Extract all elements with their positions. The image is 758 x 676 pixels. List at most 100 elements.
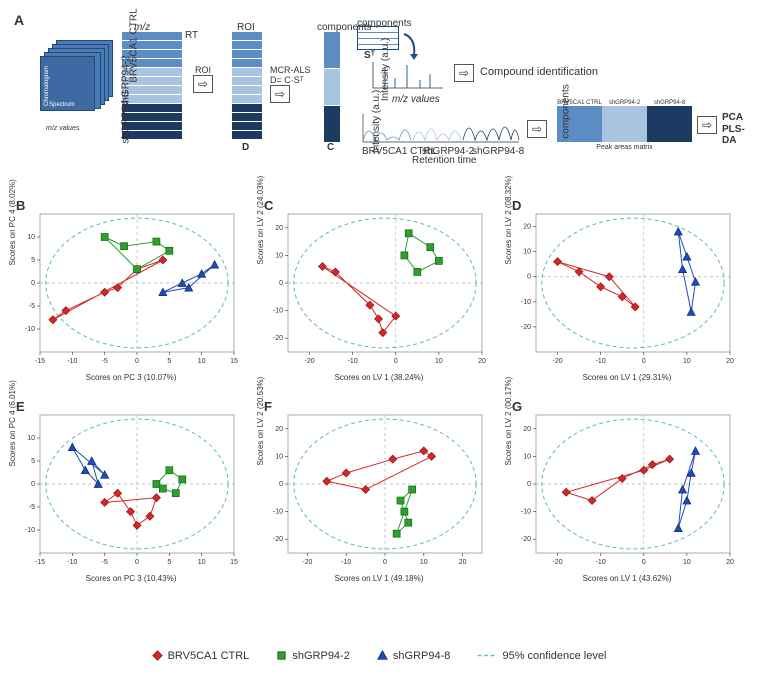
matrix-roi [232, 32, 262, 140]
grp-8: shGRP94-8 [472, 146, 524, 157]
svg-text:10: 10 [27, 435, 35, 442]
legend-sh8: shGRP94-8 [377, 650, 450, 662]
compound-id-label: Compound identification [480, 66, 598, 78]
svg-text:-20: -20 [521, 324, 531, 331]
svg-text:-20: -20 [302, 559, 312, 566]
svg-text:0: 0 [642, 559, 646, 566]
svg-text:-10: -10 [25, 326, 35, 333]
svg-text:10: 10 [198, 358, 206, 365]
svg-text:-10: -10 [25, 527, 35, 534]
plot-C: CScores on LV 2 (24.03%)-20-1001020-20-1… [260, 202, 498, 397]
legend: BRV5CA1 CTRL shGRP94-2 shGRP94-8 95% con… [12, 650, 746, 665]
svg-text:5: 5 [31, 257, 35, 264]
svg-text:0: 0 [135, 358, 139, 365]
svg-text:0: 0 [279, 280, 283, 287]
panel-label-A: A [14, 12, 24, 28]
svg-text:15: 15 [230, 358, 238, 365]
peak-matrix-label: Peak areas matrix [557, 144, 692, 151]
svg-text:15: 15 [230, 559, 238, 566]
curved-arrow-icon [402, 32, 422, 62]
svg-text:-10: -10 [596, 358, 606, 365]
roi-label: ROI [193, 65, 213, 75]
chromatogram-stack: Chromatogram Spectrum m/z values [42, 40, 112, 110]
svg-text:20: 20 [523, 426, 531, 433]
svg-text:-10: -10 [596, 559, 606, 566]
svg-text:-5: -5 [102, 559, 108, 566]
mass-spectrum [365, 60, 445, 92]
svg-text:5: 5 [31, 458, 35, 465]
plot-B: BScores on PC 4 (8.02%)-15-10-5051015-10… [12, 202, 250, 397]
svg-text:10: 10 [27, 234, 35, 241]
legend-sh2: shGRP94-2 [276, 650, 349, 662]
pca-label: PCA [722, 112, 743, 123]
matrix-D-label: D [242, 142, 249, 153]
svg-text:10: 10 [523, 249, 531, 256]
intensity-label2: Intensity (a.u.) [371, 90, 382, 153]
svg-text:-20: -20 [552, 358, 562, 365]
mzvalues-label: m/z values [392, 94, 440, 105]
svg-text:-15: -15 [35, 559, 45, 566]
svg-text:20: 20 [478, 358, 486, 365]
svg-text:-10: -10 [67, 358, 77, 365]
svg-text:20: 20 [459, 559, 467, 566]
legend-conf: 95% confidence level [477, 650, 606, 662]
svg-text:5: 5 [167, 559, 171, 566]
svg-text:10: 10 [683, 559, 691, 566]
mz-under-label: m/z values [46, 125, 79, 132]
svg-text:-5: -5 [29, 504, 35, 511]
plsda-label: PLS-DA [722, 124, 746, 146]
svg-text:-10: -10 [521, 509, 531, 516]
svg-text:0: 0 [527, 481, 531, 488]
svg-text:10: 10 [275, 453, 283, 460]
svg-text:0: 0 [642, 358, 646, 365]
plot-E: EScores on PC 4 (6.01%)-15-10-5051015-10… [12, 403, 250, 598]
arrow-icon: ⇨ [527, 120, 547, 138]
svg-text:0: 0 [394, 358, 398, 365]
svg-text:20: 20 [275, 225, 283, 232]
svg-text:-10: -10 [348, 358, 358, 365]
svg-text:-10: -10 [273, 308, 283, 315]
svg-text:-10: -10 [521, 299, 531, 306]
svg-text:-15: -15 [35, 358, 45, 365]
svg-text:0: 0 [383, 559, 387, 566]
workflow-panel: Chromatogram Spectrum m/z values m/z RT … [42, 20, 746, 180]
svg-text:10: 10 [198, 559, 206, 566]
plot-F: FScores on LV 2 (20.53%)-20-1001020-20-1… [260, 403, 498, 598]
svg-text:10: 10 [683, 358, 691, 365]
svg-text:20: 20 [726, 559, 734, 566]
figure: A Chromatogram Spectrum m/z values m/z R… [12, 12, 746, 664]
svg-text:10: 10 [523, 453, 531, 460]
svg-text:-5: -5 [29, 303, 35, 310]
svg-text:0: 0 [31, 280, 35, 287]
svg-text:10: 10 [435, 358, 443, 365]
group3-side: shGRP94-8 [121, 91, 132, 143]
roi-arrow: ROI ⇨ [193, 65, 213, 93]
svg-text:-5: -5 [102, 358, 108, 365]
matrix-C [324, 32, 340, 142]
components-side: components [561, 84, 572, 138]
rettime-label: Retention time [412, 155, 476, 166]
dcs-label: D= C·Sᵀ [270, 75, 311, 85]
plots-grid: BScores on PC 4 (8.02%)-15-10-5051015-10… [12, 202, 746, 598]
svg-text:-20: -20 [273, 335, 283, 342]
svg-text:20: 20 [275, 426, 283, 433]
rt-label: RT [185, 30, 198, 41]
svg-text:20: 20 [523, 224, 531, 231]
svg-text:-20: -20 [273, 536, 283, 543]
plot-D: DScores on LV 2 (08.32%)-20-1001020-20-1… [508, 202, 746, 397]
svg-text:0: 0 [527, 274, 531, 281]
mcr-arrow: MCR-ALS D= C·Sᵀ ⇨ [270, 65, 311, 103]
svg-text:-20: -20 [304, 358, 314, 365]
spectrum-label: Spectrum [49, 102, 75, 108]
svg-text:-10: -10 [273, 509, 283, 516]
arrow-icon: ⇨ [454, 64, 474, 82]
peak-areas-matrix: BRV5CA1 CTRL shGRP94-2 shGRP94-8 Peak ar… [557, 100, 692, 151]
svg-text:-20: -20 [521, 536, 531, 543]
svg-text:-20: -20 [552, 559, 562, 566]
st-matrix [357, 26, 399, 50]
svg-text:-10: -10 [341, 559, 351, 566]
arrow-icon: ⇨ [193, 75, 213, 93]
legend-ctrl: BRV5CA1 CTRL [152, 650, 250, 662]
arrow-icon: ⇨ [270, 85, 290, 103]
svg-text:0: 0 [135, 559, 139, 566]
